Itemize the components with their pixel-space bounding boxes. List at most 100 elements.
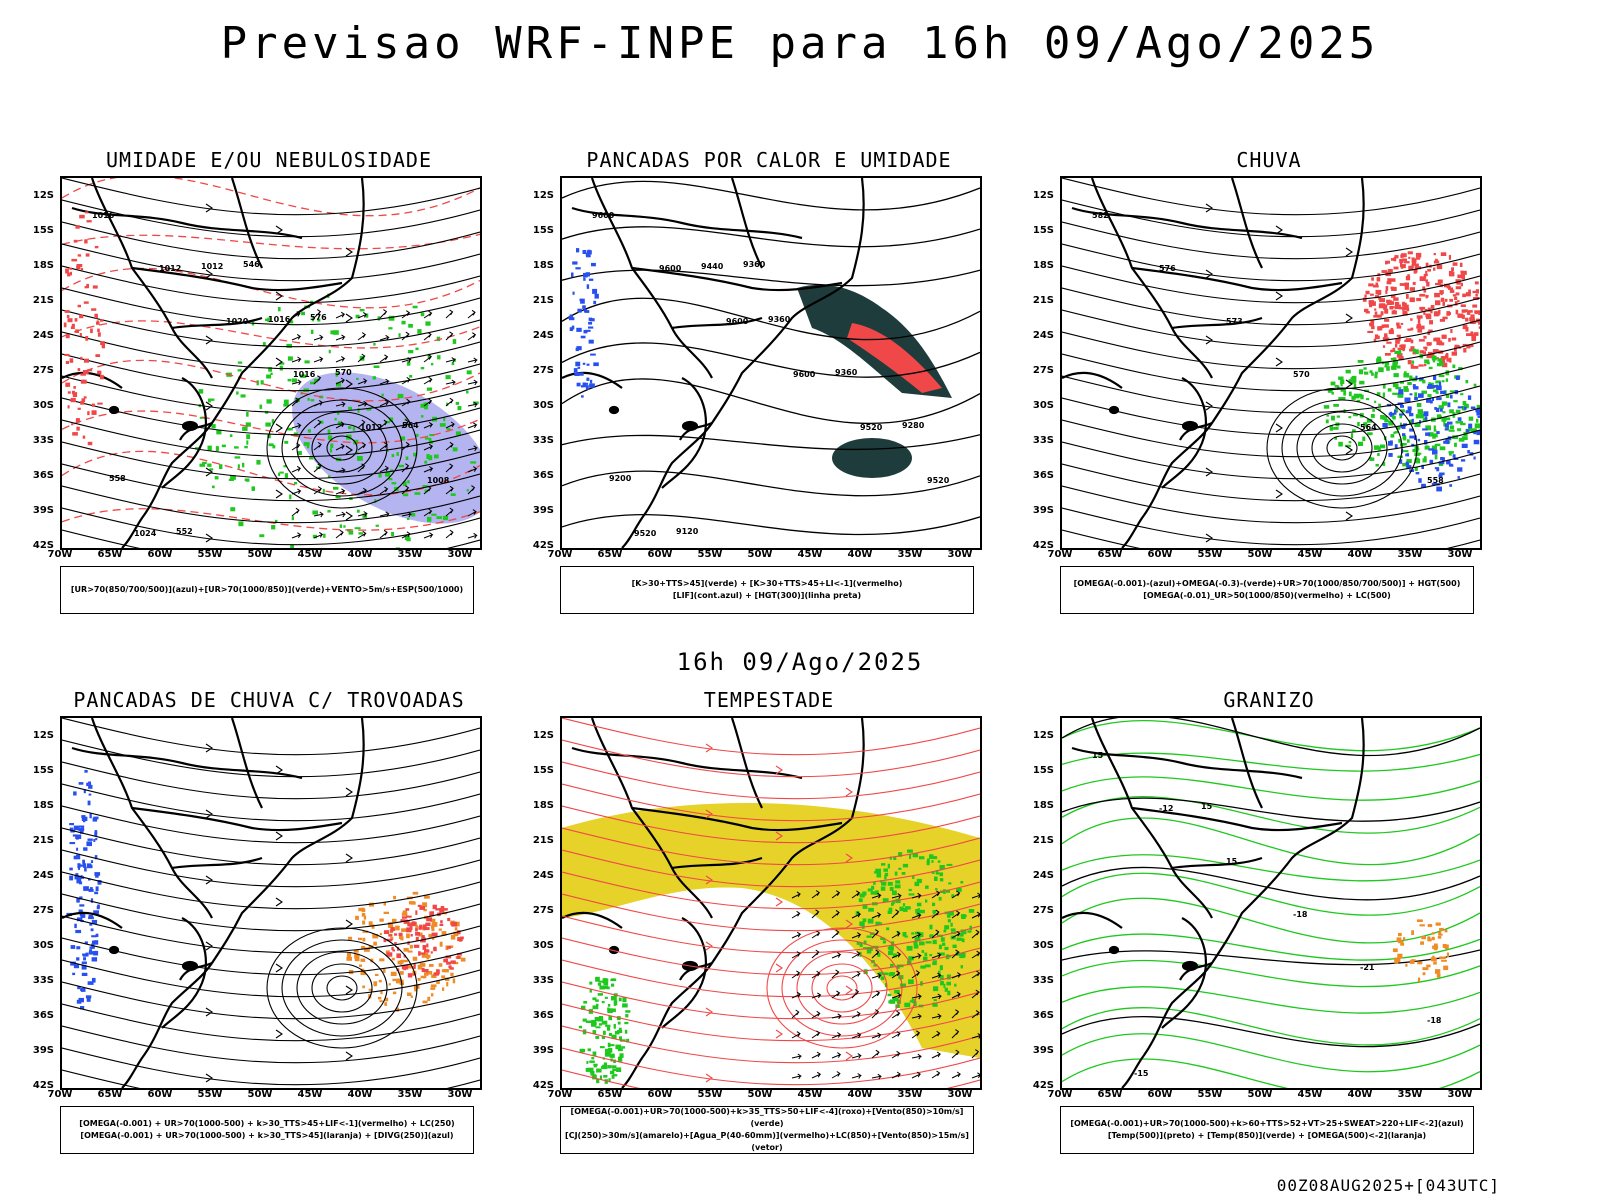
lat-tick-label: 27S: [532, 905, 554, 916]
lon-tick-label: 60W: [147, 1089, 173, 1100]
svg-text:9200: 9200: [609, 474, 632, 483]
lat-tick-label: 24S: [532, 870, 554, 881]
lon-tick-label: 70W: [47, 1089, 73, 1100]
svg-text:564: 564: [402, 421, 419, 430]
lc250-streamlines: [62, 718, 480, 1088]
red-thunder: [383, 904, 464, 978]
lon-tick-label: 55W: [197, 549, 223, 560]
map-svg: [562, 718, 980, 1088]
svg-text:576: 576: [310, 313, 327, 322]
run-timestamp: 00Z08AUG2025+[043UTC]: [1276, 1176, 1500, 1195]
lat-tick-label: 24S: [32, 870, 54, 881]
lat-tick-label: 21S: [532, 835, 554, 846]
lat-tick-label: 24S: [32, 330, 54, 341]
lon-tick-label: 30W: [947, 1089, 973, 1100]
panel-umidade: UMIDADE E/OU NEBULOSIDADE 12S 15S 18S 21S 24S…: [24, 148, 504, 628]
lat-tick-label: 21S: [1032, 295, 1054, 306]
red-speckle: [63, 211, 105, 446]
map-svg: 582 576 573 570 564 558: [1062, 178, 1480, 548]
lon-tick-label: 70W: [1047, 1089, 1073, 1100]
legend-line: [K>30+TTS>45](verde) + [K>30+TTS>45+LI<-…: [631, 579, 903, 588]
lat-tick-label: 12S: [32, 190, 54, 201]
lat-tick-label: 18S: [32, 800, 54, 811]
lon-tick-label: 55W: [197, 1089, 223, 1100]
lat-tick-label: 39S: [1032, 505, 1054, 516]
coastline-borders: [562, 178, 865, 548]
lat-tick-label: 27S: [1032, 365, 1054, 376]
lat-tick-label: 30S: [532, 400, 554, 411]
lat-tick-label: 12S: [32, 730, 54, 741]
wind-vectors: [291, 309, 479, 539]
lon-tick-label: 40W: [847, 1089, 873, 1100]
lon-tick-label: 45W: [1297, 1089, 1323, 1100]
hgt500-streamlines: [1062, 178, 1480, 548]
svg-text:1008: 1008: [427, 476, 450, 485]
lat-tick-label: 33S: [1032, 435, 1054, 446]
lat-tick-label: 18S: [1032, 260, 1054, 271]
map-svg: [62, 718, 480, 1088]
lat-tick-label: 42S: [32, 540, 54, 551]
lat-tick-label: 21S: [32, 835, 54, 846]
panel-title: GRANIZO: [1223, 688, 1315, 712]
lat-tick-label: 12S: [532, 730, 554, 741]
lat-tick-label: 39S: [532, 1045, 554, 1056]
lat-tick-label: 30S: [1032, 400, 1054, 411]
divg-blue: [66, 769, 102, 1010]
lon-tick-label: 70W: [547, 549, 573, 560]
map-plot: [560, 716, 982, 1090]
lat-tick-label: 39S: [1032, 1045, 1054, 1056]
lon-tick-label: 65W: [597, 549, 623, 560]
lon-tick-label: 60W: [147, 549, 173, 560]
lat-tick-label: 36S: [1032, 1010, 1054, 1021]
svg-text:564: 564: [1360, 423, 1377, 432]
lat-tick-label: 39S: [32, 1045, 54, 1056]
svg-text:-15: -15: [1134, 1069, 1149, 1078]
map-plot: 582 576 573 570 564 558: [1060, 176, 1482, 550]
svg-text:9600: 9600: [592, 211, 615, 220]
lat-tick-label: 33S: [32, 435, 54, 446]
panel-chuva: CHUVA 12S 15S 18S 21S 24S 27S 30S 33S 36S 39S 42S 70…: [1024, 148, 1504, 628]
lon-tick-label: 40W: [1347, 549, 1373, 560]
lat-tick-label: 33S: [32, 975, 54, 986]
svg-text:1012: 1012: [360, 423, 382, 432]
panel-legend: [OMEGA(-0.001)+UR>70(1000-500)+k>60+TTS>…: [1060, 1106, 1474, 1154]
svg-text:1012: 1012: [159, 264, 181, 273]
lon-tick-label: 60W: [647, 1089, 673, 1100]
legend-line: [OMEGA(-0.01)_UR>50(1000/850)(vermelho) …: [1143, 591, 1391, 600]
main-title: Previsao WRF-INPE para 16h 09/Ago/2025: [220, 18, 1380, 69]
lat-tick-label: 12S: [532, 190, 554, 201]
svg-text:9600: 9600: [793, 370, 816, 379]
svg-text:1016: 1016: [268, 315, 291, 324]
lat-tick-label: 36S: [532, 470, 554, 481]
panel-legend: [K>30+TTS>45](verde) + [K>30+TTS>45+LI<-…: [560, 566, 974, 614]
lat-tick-label: 27S: [1032, 905, 1054, 916]
lon-tick-label: 65W: [97, 1089, 123, 1100]
svg-text:-12: -12: [1159, 804, 1173, 813]
wind-vectors: [791, 890, 980, 1080]
svg-text:9360: 9360: [835, 368, 858, 377]
omega-orange: [1392, 919, 1449, 982]
svg-text:9360: 9360: [743, 260, 766, 269]
lat-tick-label: 18S: [1032, 800, 1054, 811]
map-svg: 9600 9600 9600 9600 9520 9520 9520 9440 9360 9360…: [562, 178, 980, 548]
lat-tick-label: 36S: [32, 470, 54, 481]
panel-title: PANCADAS DE CHUVA C/ TROVOADAS: [73, 688, 465, 712]
lat-tick-label: 39S: [532, 505, 554, 516]
svg-text:9520: 9520: [927, 476, 950, 485]
svg-text:9360: 9360: [768, 315, 791, 324]
lon-tick-label: 50W: [247, 1089, 273, 1100]
panel-title: TEMPESTADE: [703, 688, 835, 712]
svg-text:1016: 1016: [293, 370, 316, 379]
legend-line: [UR>70(850/700/500)](azul)+[UR>70(1000/8…: [70, 585, 464, 594]
legend-line: [OMEGA(-0.001)+UR>70(1000-500)+k>60+TTS>…: [1070, 1119, 1464, 1128]
instability-fill-2: [832, 438, 912, 478]
lon-tick-label: 50W: [747, 1089, 773, 1100]
lon-tick-label: 55W: [1197, 549, 1223, 560]
svg-text:1012: 1012: [201, 262, 223, 271]
panel-pancadas-trovoadas: PANCADAS DE CHUVA C/ TROVOADAS 12S 15S 18S 2…: [24, 688, 504, 1168]
lat-tick-label: 30S: [532, 940, 554, 951]
panel-title: UMIDADE E/OU NEBULOSIDADE: [105, 148, 433, 172]
li-red-fill: [847, 323, 942, 393]
lat-tick-label: 18S: [532, 800, 554, 811]
map-plot: 1016 1012 1020 1016 1012 1008 1024 1012 1016 570 5…: [60, 176, 482, 550]
